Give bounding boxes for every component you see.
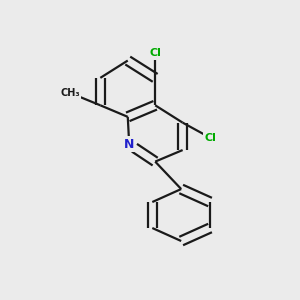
Text: N: N (124, 138, 134, 151)
Text: CH₃: CH₃ (60, 88, 80, 98)
Text: Cl: Cl (149, 48, 161, 58)
Text: Cl: Cl (204, 133, 216, 142)
